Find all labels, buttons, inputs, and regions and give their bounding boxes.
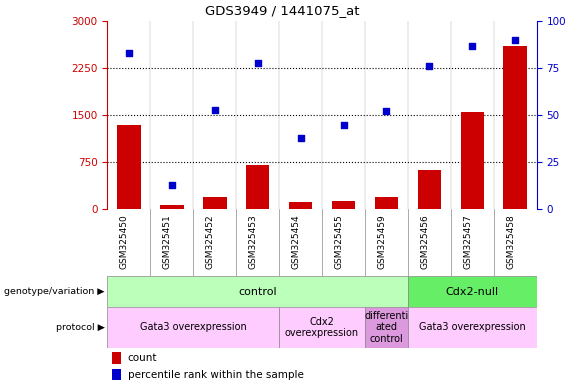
Bar (279, 307, 365, 348)
Bar (107, 276, 408, 307)
Text: GSM325453: GSM325453 (249, 215, 258, 270)
Bar (375, 197, 398, 209)
Text: GSM325452: GSM325452 (206, 215, 215, 269)
Text: Gata3 overexpression: Gata3 overexpression (419, 322, 525, 333)
Bar (112, 352, 121, 364)
Text: GSM325458: GSM325458 (506, 215, 515, 270)
Text: control: control (238, 287, 277, 297)
Bar (107, 307, 279, 348)
Bar (203, 197, 227, 209)
Point (468, 43, 477, 49)
Text: protocol ▶: protocol ▶ (55, 323, 105, 332)
Text: genotype/variation ▶: genotype/variation ▶ (4, 287, 105, 296)
Bar (408, 307, 537, 348)
Point (339, 121, 348, 127)
Bar (460, 112, 484, 209)
Text: GSM325451: GSM325451 (163, 215, 172, 270)
Text: GSM325454: GSM325454 (292, 215, 301, 269)
Text: GDS3949 / 1441075_at: GDS3949 / 1441075_at (205, 4, 360, 17)
Bar (160, 205, 184, 209)
Point (511, 37, 520, 43)
Bar (418, 170, 441, 209)
Bar (408, 276, 537, 307)
Bar (503, 46, 527, 209)
Point (167, 182, 176, 188)
Bar (332, 201, 355, 209)
Point (425, 63, 434, 70)
Text: Cdx2
overexpression: Cdx2 overexpression (285, 316, 359, 338)
Text: percentile rank within the sample: percentile rank within the sample (128, 369, 303, 379)
Bar (365, 307, 408, 348)
Text: GSM325457: GSM325457 (463, 215, 472, 270)
Point (124, 50, 133, 56)
Bar (246, 166, 270, 209)
Text: Gata3 overexpression: Gata3 overexpression (140, 322, 246, 333)
Text: GSM325450: GSM325450 (120, 215, 129, 270)
Point (210, 106, 219, 113)
Text: GSM325456: GSM325456 (420, 215, 429, 270)
Text: count: count (128, 353, 157, 363)
Point (382, 108, 391, 114)
Bar (289, 202, 312, 209)
Bar (117, 124, 141, 209)
Text: Cdx2-null: Cdx2-null (446, 287, 499, 297)
Text: GSM325455: GSM325455 (334, 215, 344, 270)
Text: differenti
ated
control: differenti ated control (364, 311, 408, 344)
Text: GSM325459: GSM325459 (377, 215, 386, 270)
Bar (112, 369, 121, 380)
Point (296, 135, 305, 141)
Point (253, 60, 262, 66)
